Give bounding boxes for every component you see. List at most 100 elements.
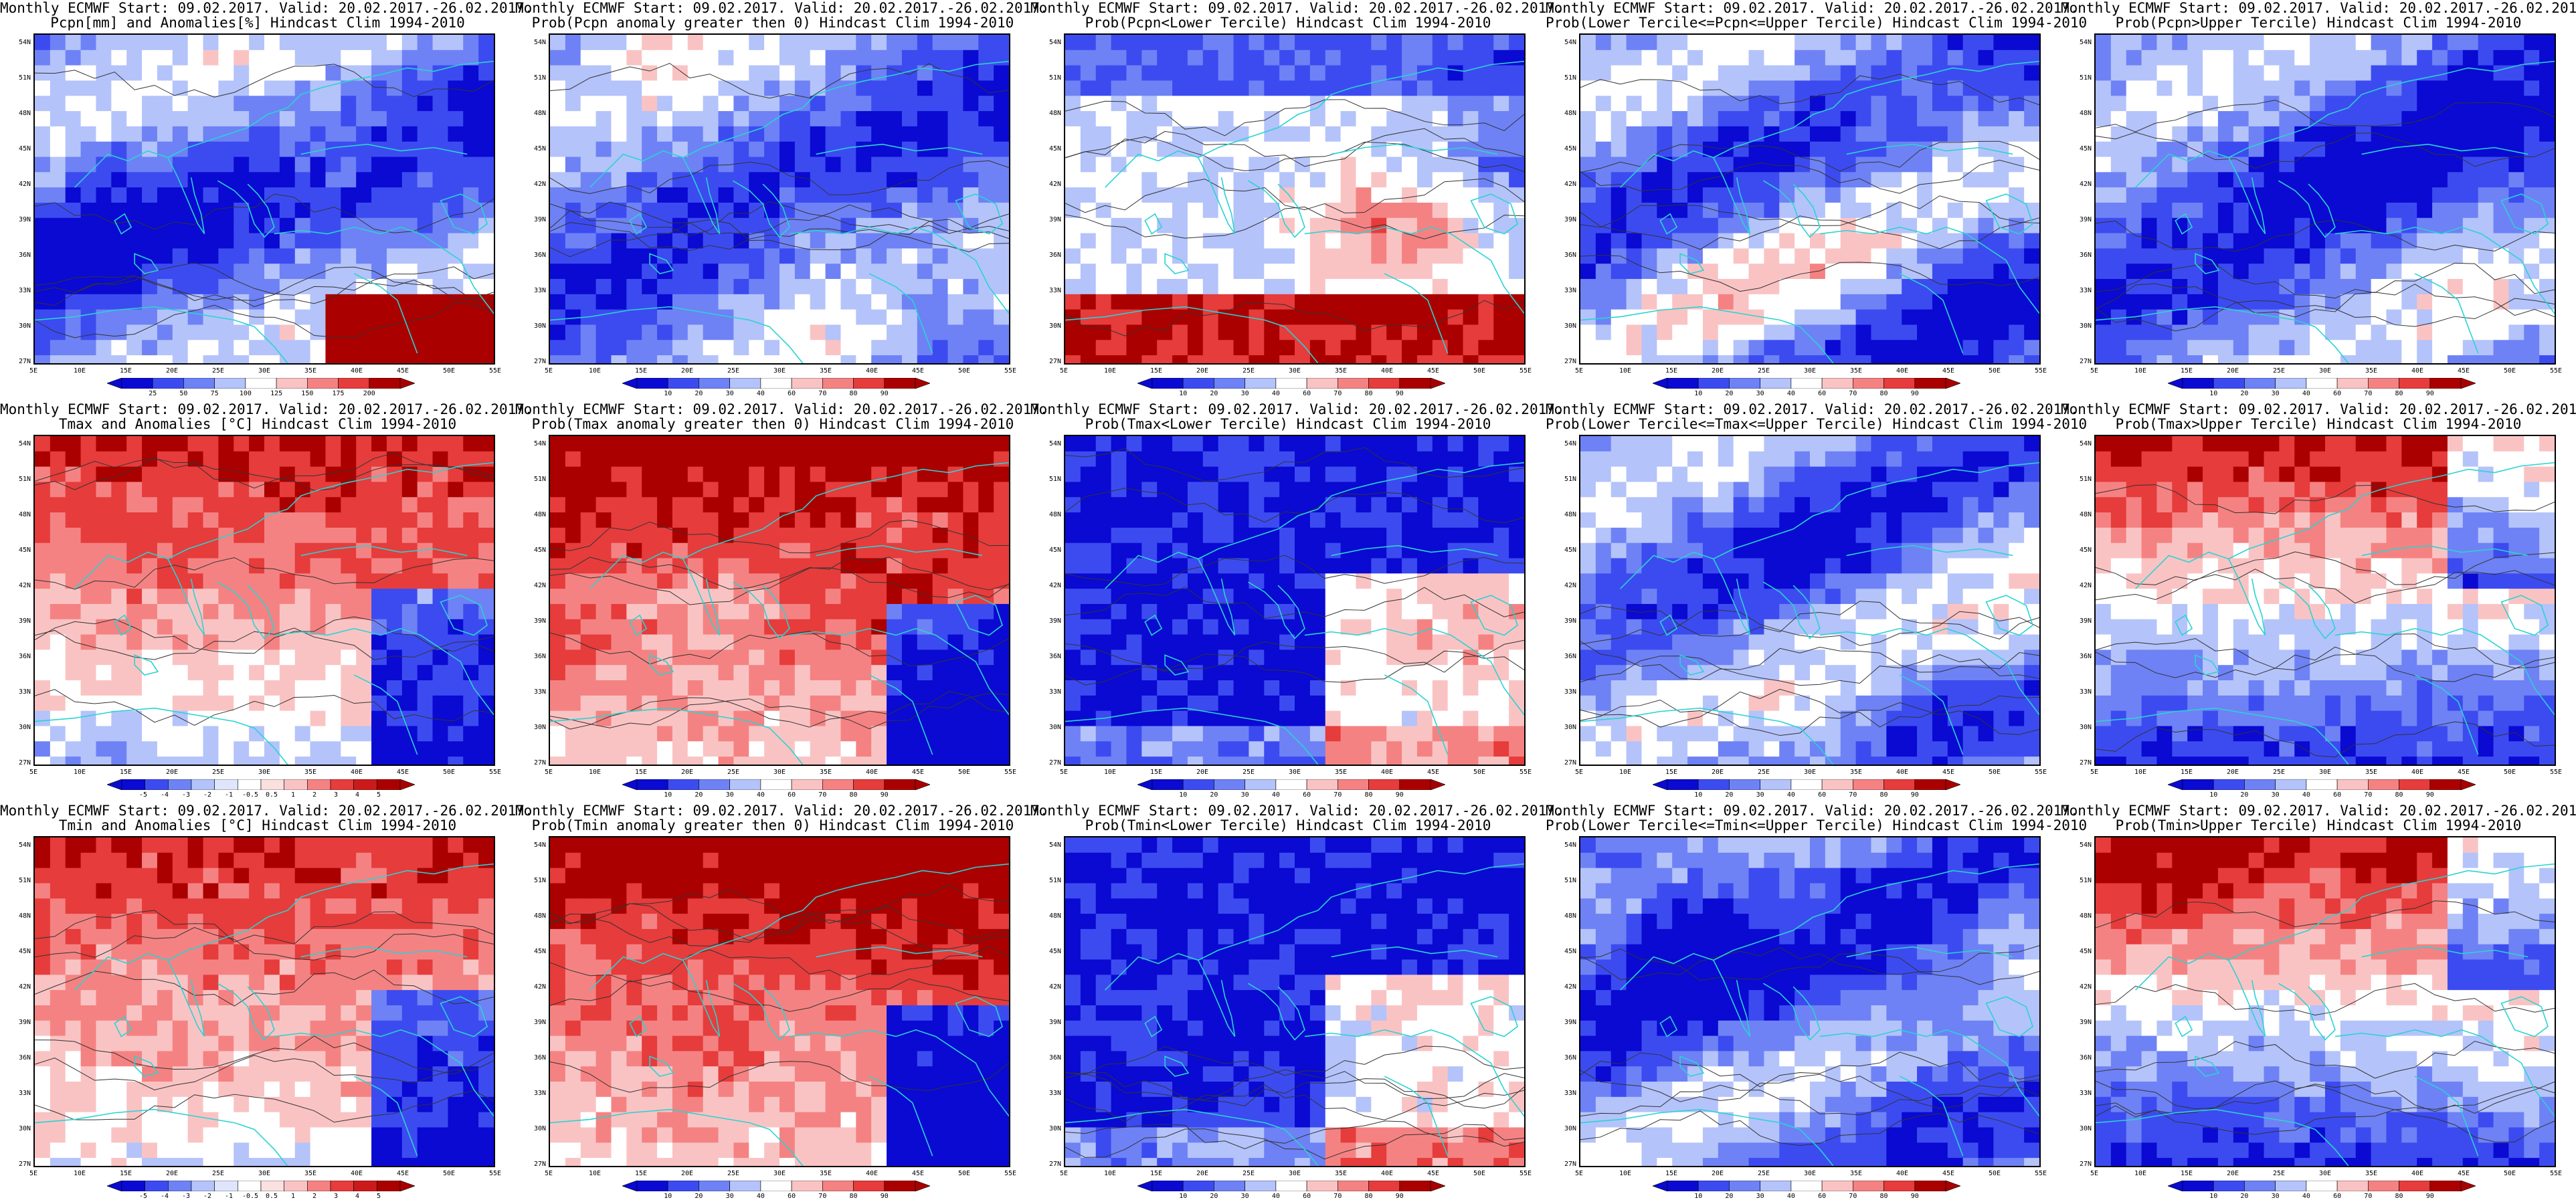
longitude-label: 55E <box>1004 769 1017 776</box>
colorbar-bin <box>330 1181 354 1191</box>
latitude-label: 33N <box>1048 1090 1061 1097</box>
longitude-label: 15E <box>1149 769 1163 776</box>
colorbar-tick-label: 1 <box>290 1193 296 1200</box>
coastline-path <box>300 143 468 155</box>
colorbar-bin <box>791 779 823 790</box>
colorbar-bin <box>1883 1181 1916 1191</box>
longitude-label: 50E <box>957 769 971 776</box>
longitude-label: 30E <box>1288 1170 1301 1177</box>
panel-title-line1: Monthly ECMWF Start: 09.02.2017. Valid: … <box>0 0 533 16</box>
contour-line <box>1065 447 1524 482</box>
colorbar-left-arrow <box>622 1181 638 1191</box>
colorbar-tick-label: 60 <box>788 390 796 397</box>
coastline-path <box>74 60 494 188</box>
longitude-label: 50E <box>1988 1170 2001 1177</box>
coastline-path <box>649 654 674 676</box>
longitude-label: 50E <box>2503 1170 2516 1177</box>
contour-line <box>1580 654 2039 686</box>
colorbar-tick-label: 10 <box>664 791 672 799</box>
coastline-path <box>1713 157 1751 235</box>
colorbar-bin <box>1399 378 1431 389</box>
colorbar-tick-label: 90 <box>880 390 889 397</box>
contour-line <box>35 616 494 654</box>
latitude-label: 51N <box>18 74 31 82</box>
colorbar-bin <box>1729 378 1760 389</box>
latitude-label: 30N <box>1048 322 1061 330</box>
longitude-label: 40E <box>350 367 363 375</box>
coastline-path <box>300 544 468 557</box>
colorbar-bin <box>245 378 277 389</box>
coastline-path <box>2096 306 2349 363</box>
colorbar-bin <box>1729 779 1760 790</box>
colorbar-bin <box>284 779 308 790</box>
colorbar-bin <box>1821 378 1853 389</box>
coastline-path <box>440 996 488 1037</box>
colorbar-bin <box>2213 779 2245 790</box>
contour-line <box>1580 140 2039 173</box>
colorbar-left-arrow <box>1137 378 1153 389</box>
contour-line <box>550 567 1009 605</box>
colorbar-bin <box>1368 779 1400 790</box>
panel-title-line2: Prob(Tmax anomaly greater then 0) Hindca… <box>531 416 1014 432</box>
colorbar-bin <box>1853 378 1884 389</box>
panel-title-line1: Monthly ECMWF Start: 09.02.2017. Valid: … <box>2061 401 2576 417</box>
contour-line <box>35 302 494 338</box>
colorbar-tick-label: 80 <box>849 390 858 397</box>
longitude-label: 5E <box>544 769 553 776</box>
coastline-path <box>732 180 790 238</box>
longitude-label: 50E <box>442 1170 456 1177</box>
longitude-label: 25E <box>1242 367 1255 375</box>
colorbar-bin <box>1760 779 1792 790</box>
colorbar-left-arrow <box>2168 779 2183 790</box>
longitude-label: 15E <box>1149 1170 1163 1177</box>
colorbar-tick-label: -4 <box>160 791 169 799</box>
panel-title-line1: Monthly ECMWF Start: 09.02.2017. Valid: … <box>515 401 1048 417</box>
longitude-label: 35E <box>304 367 317 375</box>
colorbar-bin <box>353 779 377 790</box>
longitude-label: 5E <box>29 769 38 776</box>
colorbar: 10 20 30 40 60 70 80 90 <box>2168 378 2476 401</box>
colorbar-bin <box>1883 779 1916 790</box>
coastline-path <box>1620 60 2039 188</box>
longitude-label: 45E <box>911 769 925 776</box>
coastline-path <box>1762 180 1821 238</box>
latitude-label: 51N <box>18 877 31 884</box>
colorbar-bin <box>2368 779 2399 790</box>
latitude-label: 33N <box>1048 688 1061 696</box>
longitude-label: 45E <box>1427 367 1440 375</box>
colorbar-tick-label: 70 <box>2364 1193 2373 1200</box>
colorbar-left-arrow <box>107 1181 122 1191</box>
coastline-path <box>1819 627 2039 716</box>
colorbar: 10 20 30 40 60 70 80 90 <box>622 1181 930 1203</box>
coastline-path <box>732 983 790 1041</box>
colorbar-bin <box>276 378 308 389</box>
latitude-label: 48N <box>1048 110 1061 117</box>
coastline-path <box>1065 707 1319 765</box>
colorbar-bin <box>1368 378 1400 389</box>
map-field <box>35 436 494 765</box>
colorbar-bin <box>1883 378 1916 389</box>
colorbar-tick-label: 70 <box>1333 791 1342 799</box>
colorbar-bin <box>853 1181 885 1191</box>
coastline-path <box>1679 1056 1705 1077</box>
longitude-label: 45E <box>1942 769 1955 776</box>
colorbar-bin <box>1697 779 1730 790</box>
colorbar-tick-label: 10 <box>2209 1193 2218 1200</box>
coastline-path <box>1384 1076 1449 1157</box>
coastline-path <box>2135 863 2555 991</box>
colorbar-tick-label: 10 <box>2209 390 2218 397</box>
colorbar-tick-label: 90 <box>1910 390 1919 397</box>
contour-line <box>2096 132 2555 169</box>
latitude-label: 36N <box>1048 1054 1061 1062</box>
contour-line <box>550 1061 1009 1093</box>
colorbar-bin <box>1214 1181 1245 1191</box>
coastline-path <box>2135 462 2555 589</box>
longitude-label: 20E <box>2226 1170 2239 1177</box>
latitude-label: 42N <box>1048 582 1061 589</box>
latitude-label: 45N <box>18 948 31 955</box>
latitude-label: 39N <box>533 617 546 625</box>
colorbar-bin <box>667 779 699 790</box>
contour-line <box>550 979 1009 1012</box>
contour-line <box>550 160 1009 195</box>
longitude-label: 25E <box>211 769 225 776</box>
